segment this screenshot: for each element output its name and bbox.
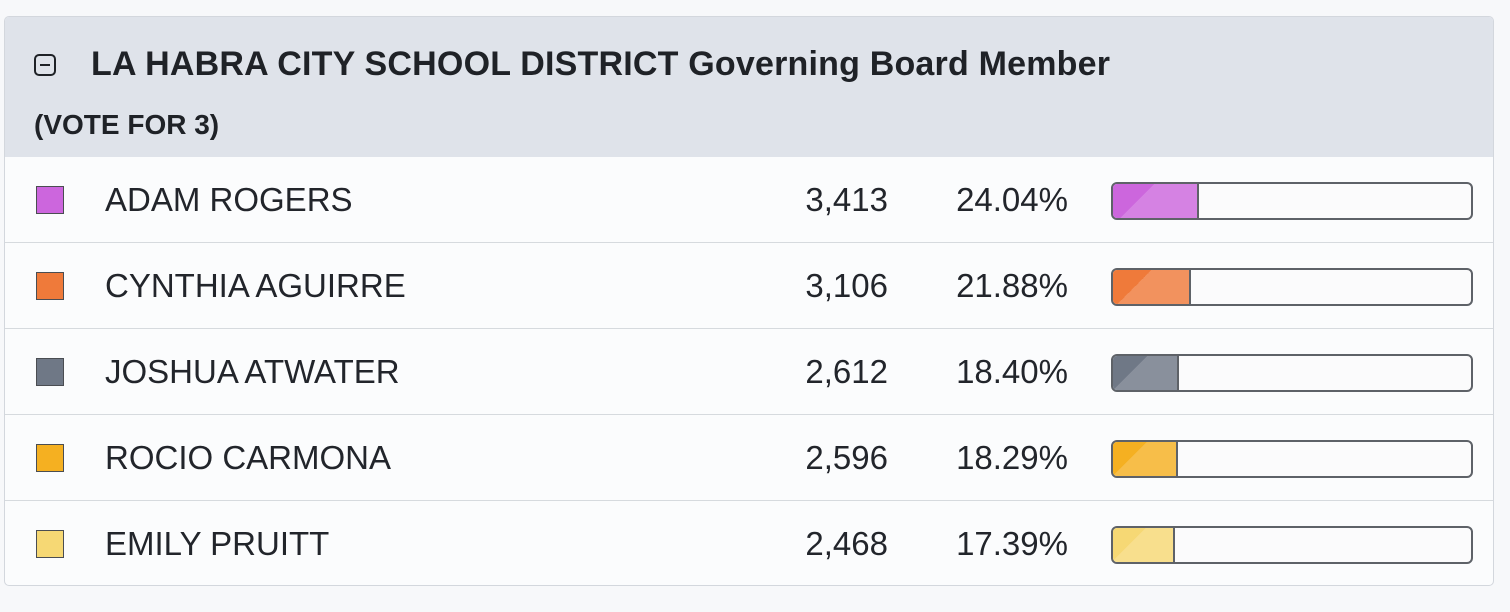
candidate-percent: 17.39%	[956, 525, 1068, 562]
candidate-percent-bar	[1111, 354, 1473, 392]
candidate-name: CYNTHIA AGUIRRE	[105, 267, 406, 304]
candidate-row: ROCIO CARMONA 2,596 18.29%	[5, 415, 1493, 501]
collapse-icon[interactable]	[34, 54, 56, 76]
candidate-row: ADAM ROGERS 3,413 24.04%	[5, 157, 1493, 243]
candidate-votes: 2,468	[805, 525, 888, 562]
minus-icon	[40, 64, 50, 66]
candidate-percent: 24.04%	[956, 181, 1068, 218]
candidate-list: ADAM ROGERS 3,413 24.04% CYNTHIA AGUIRRE…	[5, 157, 1493, 585]
candidate-percent: 18.40%	[956, 353, 1068, 390]
candidate-row: EMILY PRUITT 2,468 17.39%	[5, 501, 1493, 585]
candidate-percent-bar	[1111, 182, 1473, 220]
candidate-name: ROCIO CARMONA	[105, 439, 392, 476]
candidate-percent: 18.29%	[956, 439, 1068, 476]
candidate-percent-bar-fill	[1113, 184, 1200, 218]
candidate-name: JOSHUA ATWATER	[105, 353, 400, 390]
candidate-color-swatch	[36, 186, 64, 214]
candidate-color-swatch	[36, 272, 64, 300]
candidate-percent-bar	[1111, 268, 1473, 306]
candidate-color-swatch	[36, 530, 64, 558]
candidate-name: EMILY PRUITT	[105, 525, 330, 562]
candidate-percent-bar-fill	[1113, 442, 1179, 476]
candidate-color-swatch	[36, 358, 64, 386]
candidate-color-swatch	[36, 444, 64, 472]
candidate-percent: 21.88%	[956, 267, 1068, 304]
candidate-row: JOSHUA ATWATER 2,612 18.40%	[5, 329, 1493, 415]
candidate-percent-bar	[1111, 440, 1473, 478]
candidate-votes: 2,596	[805, 439, 888, 476]
candidate-votes: 3,413	[805, 181, 888, 218]
contest-panel: LA HABRA CITY SCHOOL DISTRICT Governing …	[4, 16, 1494, 586]
candidate-name: ADAM ROGERS	[105, 181, 353, 218]
candidate-row: CYNTHIA AGUIRRE 3,106 21.88%	[5, 243, 1493, 329]
contest-subtitle: (VOTE FOR 3)	[34, 109, 220, 140]
candidate-votes: 2,612	[805, 353, 888, 390]
candidate-votes: 3,106	[805, 267, 888, 304]
candidate-percent-bar-fill	[1113, 270, 1192, 304]
candidate-percent-bar-fill	[1113, 356, 1179, 390]
candidate-percent-bar-fill	[1113, 528, 1176, 562]
candidate-percent-bar	[1111, 526, 1473, 564]
contest-title: LA HABRA CITY SCHOOL DISTRICT Governing …	[91, 45, 1111, 83]
contest-header: LA HABRA CITY SCHOOL DISTRICT Governing …	[5, 17, 1493, 157]
